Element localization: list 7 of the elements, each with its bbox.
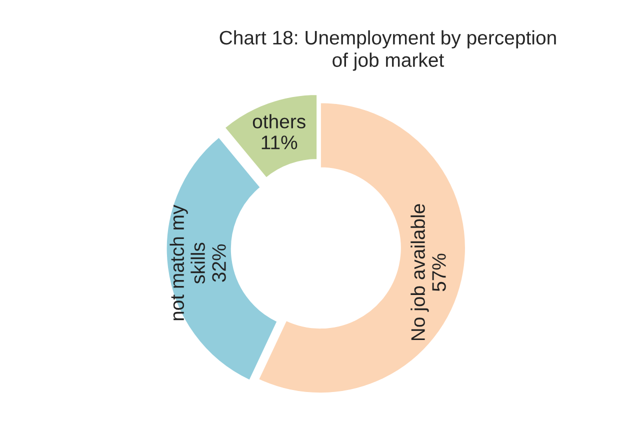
slice-label: No job available [410, 204, 429, 340]
slice-label: not match my skills [170, 204, 205, 320]
data-label: 11% [262, 136, 298, 150]
slice-label: others [252, 114, 306, 128]
chart-title: Chart 18: Unemployment by perception of job market [220, 30, 556, 71]
data-label: 32% [212, 244, 226, 282]
data-label: 57% [432, 254, 446, 292]
